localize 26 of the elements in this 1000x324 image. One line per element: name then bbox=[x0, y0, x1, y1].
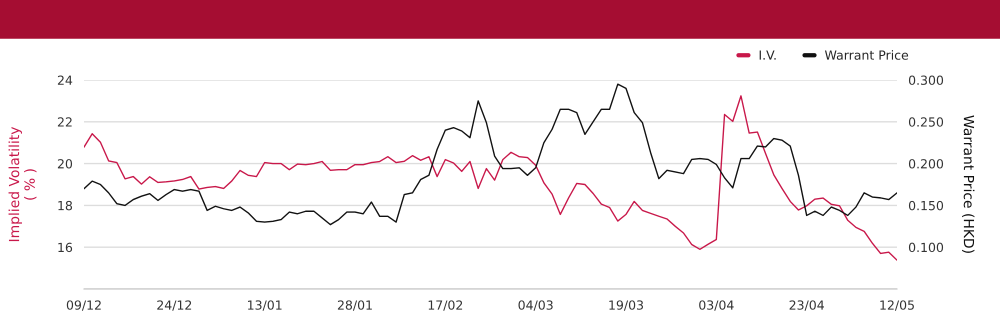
x-tick-label: 04/03 bbox=[518, 300, 553, 311]
x-tick-label: 09/12 bbox=[66, 300, 101, 311]
y2-tick-label: 0.150 bbox=[908, 200, 944, 210]
y2-axis-title: Warrant Price (HKD) bbox=[962, 115, 974, 253]
line-series bbox=[84, 95, 897, 261]
y-tick-label: 18 bbox=[58, 200, 72, 210]
y2-tick-label: 0.300 bbox=[908, 75, 944, 85]
y2-tick-label: 0.200 bbox=[908, 159, 944, 169]
y-tick-label: 22 bbox=[58, 117, 72, 127]
y-tick-label: 24 bbox=[58, 75, 72, 85]
x-tick-label: 17/02 bbox=[428, 300, 462, 311]
y-tick-label: 20 bbox=[58, 159, 72, 169]
legend-label: Warrant Price bbox=[824, 50, 908, 60]
x-tick-label: 28/01 bbox=[338, 300, 372, 311]
x-tick-label: 03/04 bbox=[699, 300, 734, 311]
x-tick-label: 24/12 bbox=[157, 300, 192, 311]
legend-label: I.V. bbox=[760, 50, 776, 60]
y2-tick-label: 0.250 bbox=[908, 117, 944, 127]
x-tick-label: 12/05 bbox=[880, 300, 914, 311]
line-series bbox=[84, 83, 897, 226]
y2-tick-label: 0.100 bbox=[908, 242, 944, 252]
y-axis-title: Implied Volatility ( % ) bbox=[8, 126, 36, 242]
x-tick-label: 23/04 bbox=[790, 300, 824, 311]
x-tick-label: 19/03 bbox=[609, 300, 644, 311]
y-tick-label: 16 bbox=[58, 242, 72, 252]
x-tick-label: 13/01 bbox=[248, 300, 282, 311]
